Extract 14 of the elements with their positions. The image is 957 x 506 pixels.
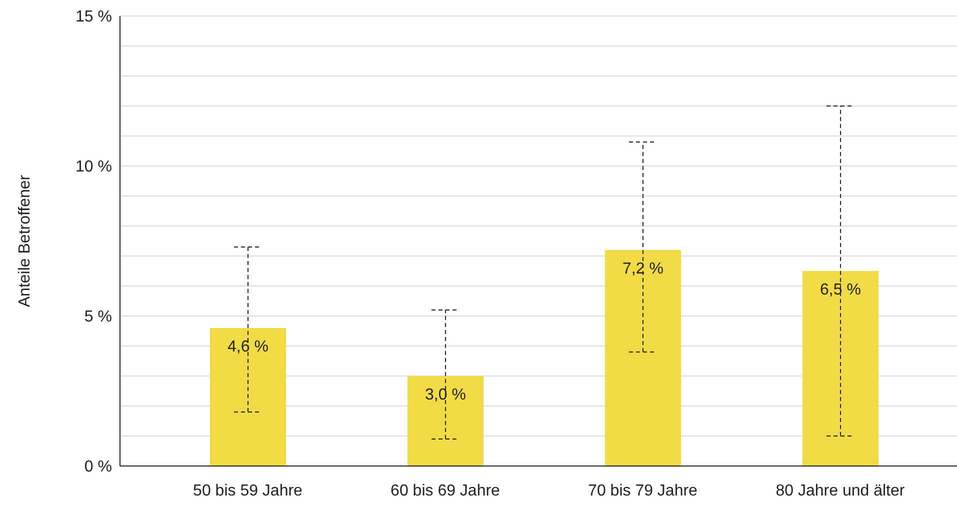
y-axis-title: Anteile Betroffener: [16, 174, 34, 308]
bar: [802, 271, 878, 466]
x-tick-label: 60 bis 69 Jahre: [390, 482, 500, 500]
y-tick-label: 0 %: [84, 458, 112, 476]
y-tick-label: 5 %: [84, 308, 112, 326]
x-tick-label: 70 bis 79 Jahre: [588, 482, 698, 500]
bar: [210, 328, 286, 466]
y-tick-label: 15 %: [76, 8, 112, 26]
data-label: 6,5 %: [820, 281, 861, 298]
y-tick-label: 10 %: [76, 158, 112, 176]
bar: [605, 250, 681, 466]
bar: [408, 376, 484, 466]
x-tick-label: 80 Jahre und älter: [776, 482, 906, 500]
x-tick-label: 50 bis 59 Jahre: [193, 482, 303, 500]
